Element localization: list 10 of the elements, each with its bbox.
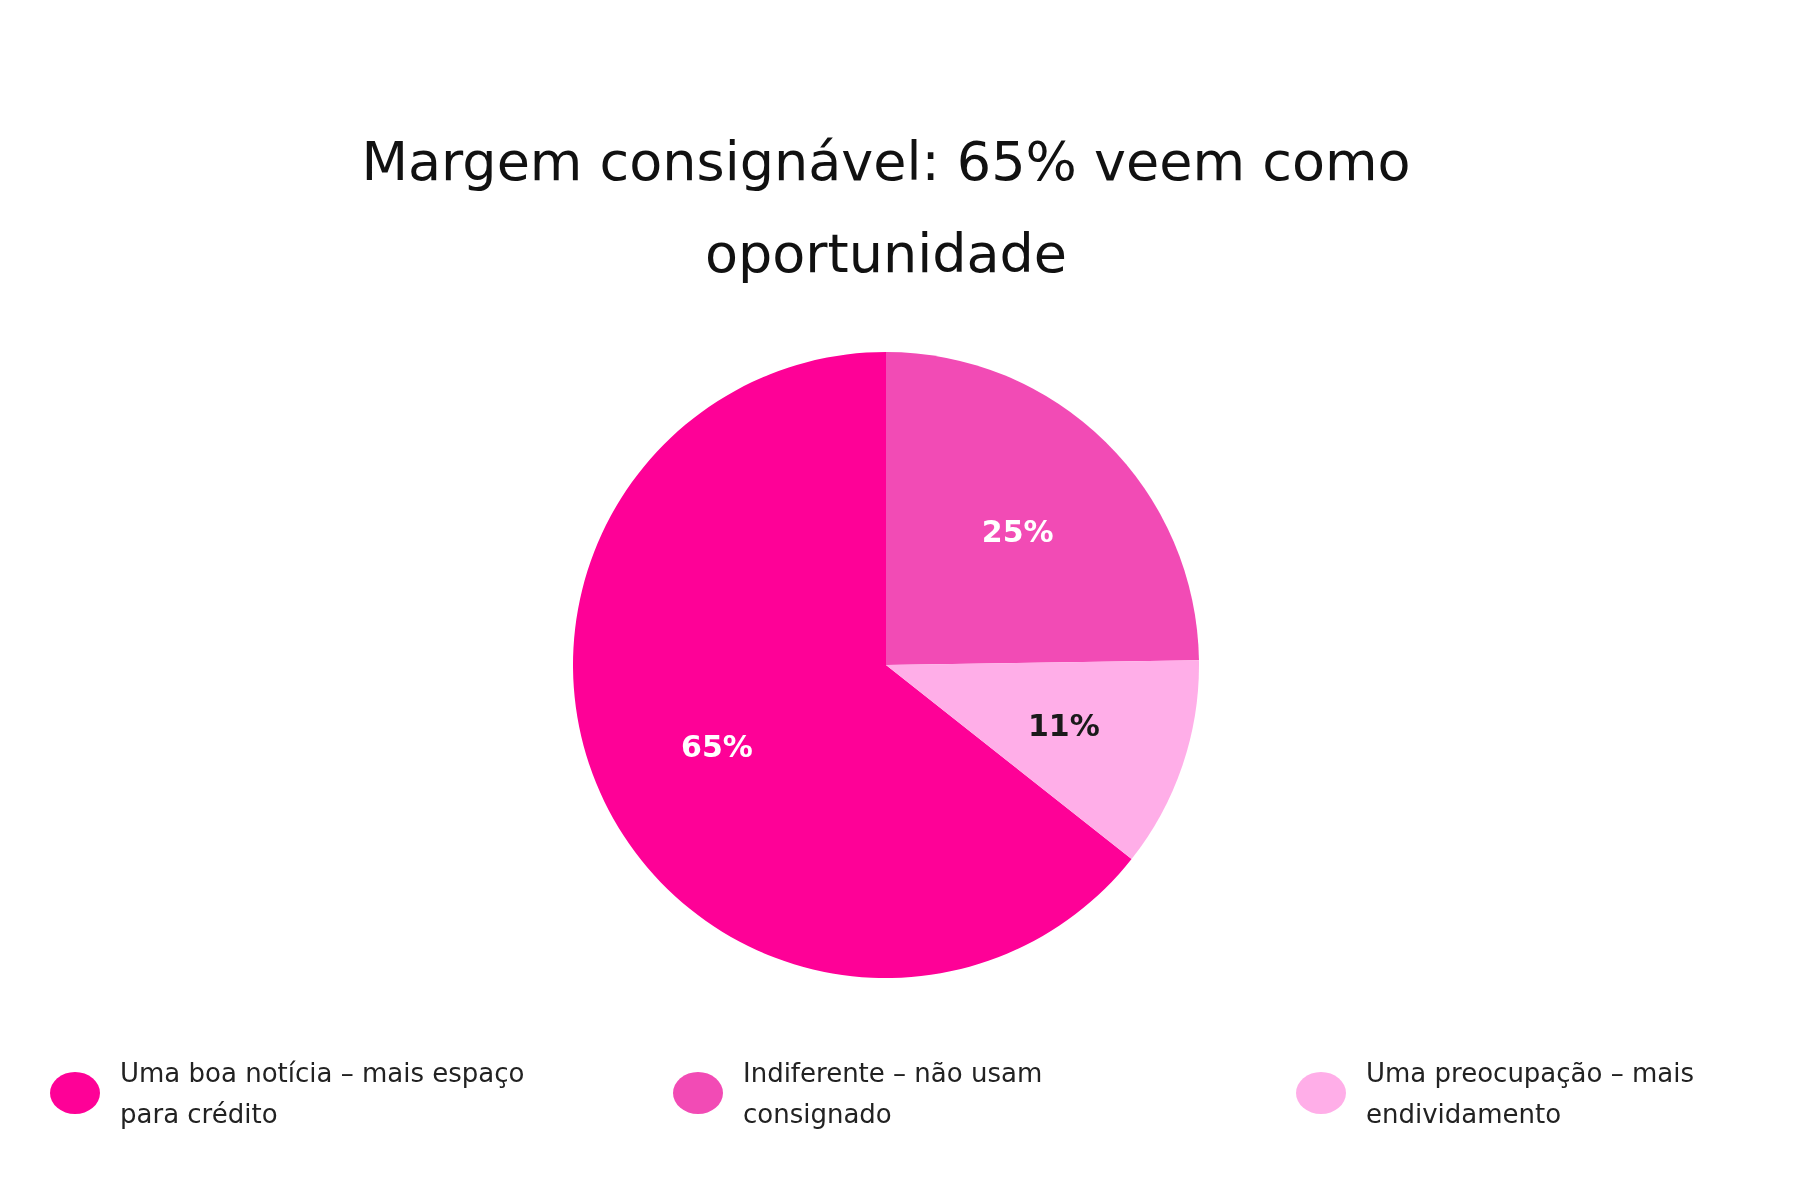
pie-slice (886, 660, 1199, 860)
legend-label: Uma preocupação – mais endividamento (1366, 1057, 1694, 1129)
legend-label: Indiferente – não usam consignado (743, 1057, 1043, 1129)
data-label: 11% (1027, 707, 1100, 743)
pie-slice (573, 352, 1132, 978)
data-label: 25% (981, 513, 1054, 549)
data-label: 65% (681, 729, 753, 765)
chart-title: Margem consignável: 65% veem como oportunidade (361, 130, 1411, 285)
legend-label: Uma boa notícia – mais espaço para crédito (120, 1057, 525, 1129)
pie-slice (886, 352, 1199, 665)
